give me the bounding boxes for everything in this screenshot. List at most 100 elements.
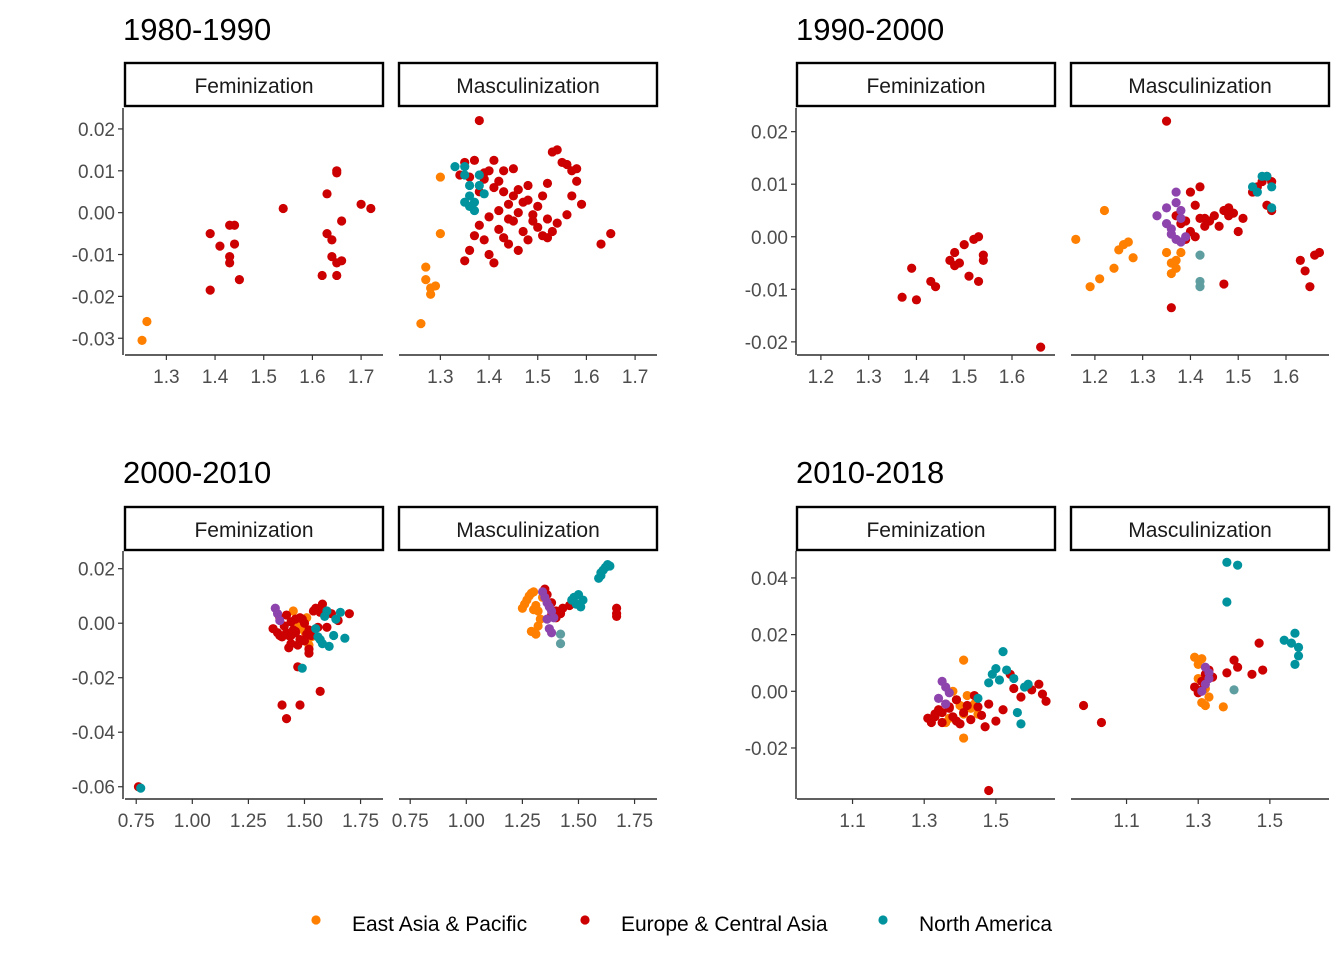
data-point — [136, 783, 146, 793]
plot-title: 2010-2018 — [796, 455, 944, 490]
plot-grid: 1980-1990-0.03-0.02-0.010.000.010.02Femi… — [72, 12, 1331, 832]
series-europe-central-asia — [1078, 638, 1268, 728]
data-point — [1197, 686, 1207, 696]
plot-2010-2018: 2010-2018 -0.02 0.00 0.02 0.04 Feminization 1.… — [745, 455, 1331, 832]
data-point — [332, 166, 342, 176]
data-point — [1123, 237, 1133, 247]
data-point — [576, 199, 587, 209]
data-point — [1176, 205, 1186, 216]
data-point — [1195, 282, 1205, 292]
data-point — [337, 256, 347, 266]
data-point — [1290, 659, 1300, 669]
x-tick-label: 1.50 — [286, 811, 323, 832]
y-axis: -0.02 -0.01 0.00 0.01 0.02 — [745, 108, 797, 355]
data-point — [911, 295, 922, 305]
data-point — [479, 235, 489, 245]
data-point — [954, 258, 965, 268]
data-point — [1109, 263, 1119, 273]
y-tick-label: 0.00 — [78, 204, 115, 225]
data-point — [275, 615, 285, 626]
x-tick-label: 1.5 — [983, 811, 1009, 832]
data-point — [503, 239, 514, 249]
data-point — [930, 712, 940, 722]
data-point — [962, 690, 972, 701]
data-point — [460, 162, 470, 172]
x-tick-label: 1.1 — [839, 811, 865, 832]
data-point — [1218, 702, 1228, 712]
data-point — [327, 252, 337, 262]
plot-1990-2000: 1990-2000 -0.02 -0.01 0.00 0.01 0.02 Feminizat… — [745, 12, 1331, 388]
y-tick-label: -0.02 — [72, 287, 115, 308]
y-tick-label: -0.02 — [745, 333, 788, 354]
data-point — [322, 228, 332, 239]
data-point — [1128, 253, 1138, 263]
series-other-grey — [555, 629, 566, 649]
data-point — [278, 203, 288, 214]
data-point — [1085, 282, 1095, 292]
data-point — [1036, 342, 1046, 352]
x-tick-label: 1.6 — [299, 367, 325, 388]
data-point — [529, 587, 539, 597]
data-point — [937, 707, 947, 718]
data-point — [205, 285, 215, 295]
plot-1980-1990: 1980-1990 -0.03 -0.02 -0.01 0.00 0.01 0.02 Femi… — [72, 12, 659, 388]
x-tick-label: 1.5 — [525, 367, 551, 388]
y-axis: -0.03 -0.02 -0.01 0.00 0.01 0.02 — [72, 108, 124, 355]
y-tick-label: 0.01 — [78, 162, 115, 183]
plot-title: 1980-1990 — [123, 12, 271, 47]
facet-strip — [795, 61, 1057, 108]
y-tick-label: 0.00 — [751, 228, 788, 249]
data-point — [484, 212, 494, 222]
series-north-america — [1247, 171, 1277, 213]
data-point — [950, 247, 960, 258]
data-point — [980, 722, 990, 732]
y-tick-label: -0.01 — [745, 280, 788, 301]
data-point — [142, 316, 152, 327]
data-point — [1009, 683, 1019, 694]
data-point — [464, 201, 475, 211]
data-point — [930, 282, 941, 292]
legend-marker — [311, 915, 321, 925]
data-point — [544, 624, 554, 634]
data-point — [1293, 642, 1304, 652]
legend-item-north-america: North America — [878, 913, 1052, 936]
facet-strip — [123, 61, 385, 108]
data-point — [499, 166, 509, 176]
data-point — [284, 643, 294, 653]
data-point — [295, 700, 305, 710]
data-point — [596, 239, 606, 249]
data-point — [435, 228, 445, 239]
data-point — [578, 595, 588, 605]
data-point — [562, 159, 572, 170]
x-tick-label: 1.2 — [808, 367, 834, 388]
y-tick-label: 0.02 — [78, 120, 115, 141]
facet-strip-label: Feminization — [194, 75, 313, 98]
data-point — [288, 606, 298, 616]
x-tick-label: 1.4 — [202, 367, 229, 388]
facet-strip-label: Masculinization — [456, 75, 600, 98]
data-point — [494, 176, 504, 186]
legend-marker — [580, 915, 590, 925]
x-tick-label: 1.3 — [1129, 367, 1155, 388]
y-tick-label: 0.02 — [78, 560, 115, 581]
data-point — [340, 633, 350, 643]
x-tick-label: 1.3 — [855, 367, 881, 388]
data-point — [555, 629, 566, 639]
data-point — [1209, 211, 1219, 221]
data-point — [1185, 187, 1196, 197]
plot-2000-2010: 2000-2010-0.06-0.04-0.020.000.02Feminiza… — [72, 455, 659, 832]
data-point — [1267, 182, 1277, 192]
data-point — [1262, 171, 1272, 181]
data-point — [555, 639, 566, 649]
x-tick-label: 1.5 — [251, 367, 277, 388]
data-point — [1222, 668, 1232, 678]
data-point — [315, 686, 325, 696]
data-point — [526, 626, 536, 636]
data-point — [606, 228, 616, 239]
data-point — [1096, 717, 1107, 728]
x-tick-label: 1.50 — [560, 811, 597, 832]
data-point — [1002, 665, 1012, 675]
x-tick-label: 1.75 — [342, 811, 379, 832]
data-point — [1214, 221, 1224, 231]
series-east-asia-pacific — [1071, 205, 1186, 292]
